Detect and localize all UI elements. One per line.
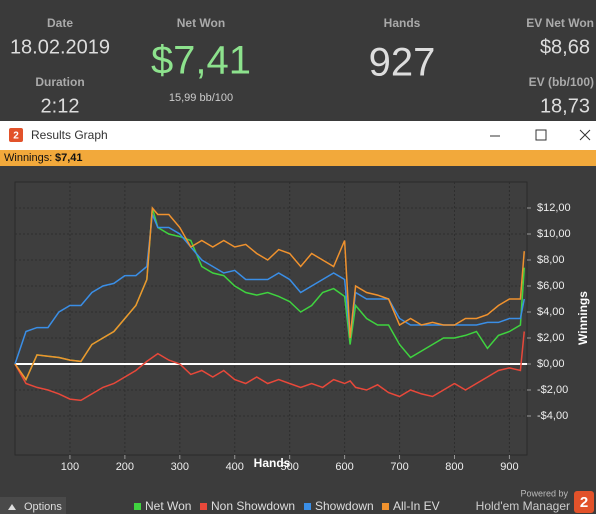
app-icon-text: 2 [13, 131, 19, 142]
brand-icon-text: 2 [580, 494, 588, 511]
options-text[interactable]: Options [24, 501, 62, 513]
ev-net-won-label: EV Net Won [526, 16, 594, 30]
x-tick-label: 400 [226, 461, 244, 473]
app-icon [9, 128, 23, 142]
legend-label: Non Showdown [211, 499, 295, 513]
y-tick-label: $4,00 [537, 306, 565, 318]
legend-swatch [382, 503, 389, 510]
window-title: Results Graph [31, 128, 108, 142]
x-tick-label: 200 [116, 461, 134, 473]
net-won: $7,41 [151, 39, 251, 83]
chart: -$4,00 -$2,00 $0,00 $2,00 $4,00 $6,00 $8,00 $10… [14, 182, 571, 513]
series-line [14, 206, 526, 382]
date-label: Date [47, 16, 73, 30]
y-tick-label: $6,00 [537, 280, 565, 292]
status-label: Winnings: [4, 152, 52, 164]
ev-bb100-label: EV (bb/100) [529, 75, 594, 89]
net-won-label: Net Won [177, 16, 225, 30]
bb100: 15,99 bb/100 [169, 92, 233, 104]
maximize-button[interactable] [535, 129, 547, 141]
options-arrow [8, 504, 16, 510]
legend-label: Net Won [145, 499, 191, 513]
x-tick-label: 800 [445, 461, 463, 473]
y-tick-label: $12,00 [537, 202, 571, 214]
legend-label: Showdown [315, 499, 374, 513]
stats-panel [0, 0, 596, 121]
y-tick-label: -$2,00 [537, 384, 568, 396]
x-tick-label: 600 [335, 461, 353, 473]
legend-swatch [134, 503, 141, 510]
duration: 2:12 [41, 95, 80, 117]
date: 18.02.2019 [10, 36, 110, 58]
x-tick-label: 900 [500, 461, 518, 473]
y-axis-title: Winnings [576, 291, 590, 345]
duration-label: Duration [35, 75, 84, 89]
x-tick-label: 100 [61, 461, 79, 473]
y-tick-label: $10,00 [537, 228, 571, 240]
ev-bb100: 18,73 [540, 95, 590, 117]
brand-icon [574, 491, 594, 513]
options-button[interactable] [0, 497, 66, 514]
y-tick-label: $8,00 [537, 254, 565, 266]
legend-swatch [200, 503, 207, 510]
status-bar [0, 150, 596, 166]
x-tick-label: 700 [390, 461, 408, 473]
powered-by: Powered by [520, 488, 568, 498]
y-tick-label: $0,00 [537, 358, 565, 370]
hands-label: Hands [384, 16, 421, 30]
ev-net-won: $8,68 [540, 36, 590, 58]
hands: 927 [369, 41, 436, 85]
y-tick-label: $2,00 [537, 332, 565, 344]
y-tick-label: -$4,00 [537, 410, 568, 422]
close-button[interactable] [579, 129, 591, 141]
plot-area [14, 181, 528, 456]
x-tick-label: 300 [171, 461, 189, 473]
x-tick-label: 500 [280, 461, 298, 473]
status-value: $7,41 [55, 152, 83, 164]
legend-label: All-In EV [393, 499, 440, 513]
series-line [14, 331, 525, 402]
x-axis-title: Hands [254, 456, 291, 470]
brand: Hold'em Manager [476, 499, 570, 513]
legend-swatch [304, 503, 311, 510]
